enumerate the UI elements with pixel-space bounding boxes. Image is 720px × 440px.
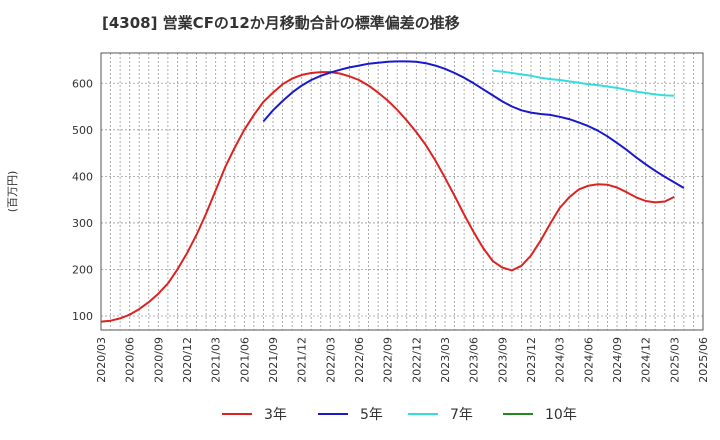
grid [101,53,703,330]
legend-label: 5年 [360,407,383,423]
series-line-2 [492,69,675,97]
x-tick-label: 2021/12 [296,337,309,383]
y-tick-label: 500 [72,124,93,137]
series-line-1 [262,60,685,189]
x-tick-label: 2024/12 [640,337,653,383]
x-tick-label: 2023/06 [468,337,481,383]
legend: 3年 5年 7年 10年 [222,407,577,423]
x-tick-label: 2025/03 [668,337,681,383]
x-tick-label: 2024/09 [611,337,624,383]
x-tick-label: 2020/12 [181,337,194,383]
x-tick-label: 2025/06 [697,337,710,383]
x-tick-label: 2024/06 [582,337,595,383]
x-tick-label: 2023/03 [439,337,452,383]
y-tick-label: 100 [72,310,93,323]
x-tick-label: 2021/03 [210,337,223,383]
chart-title: [4308] 営業CFの12か月移動合計の標準偏差の推移 [102,14,460,32]
y-axis-label: (百万円) [6,171,19,213]
series-line-0 [100,71,675,323]
y-tick-label: 400 [72,170,93,183]
x-tick-label: 2022/12 [410,337,423,383]
y-tick-label: 200 [72,263,93,276]
legend-label: 10年 [545,407,577,423]
x-tick-label: 2020/09 [152,337,165,383]
x-tick-label: 2022/06 [353,337,366,383]
x-tick-label: 2020/03 [95,337,108,383]
x-tick-label: 2022/09 [382,337,395,383]
x-tick-label: 2021/09 [267,337,280,383]
x-tick-label: 2024/03 [554,337,567,383]
plot-frame [100,52,704,331]
x-tick-label: 2023/09 [496,337,509,383]
x-tick-label: 2021/06 [238,337,251,383]
y-axis-ticks: 100 200 300 400 500 600 [72,77,93,323]
legend-label: 7年 [450,407,473,423]
y-tick-label: 300 [72,217,93,230]
x-tick-label: 2023/12 [525,337,538,383]
x-axis-ticks: 2020/03 2020/06 2020/09 2020/12 2021/03 2021/… [95,337,710,383]
x-tick-label: 2020/06 [124,337,137,383]
series-lines [100,60,685,323]
legend-label: 3年 [264,407,287,423]
y-tick-label: 600 [72,77,93,90]
x-tick-label: 2022/03 [324,337,337,383]
